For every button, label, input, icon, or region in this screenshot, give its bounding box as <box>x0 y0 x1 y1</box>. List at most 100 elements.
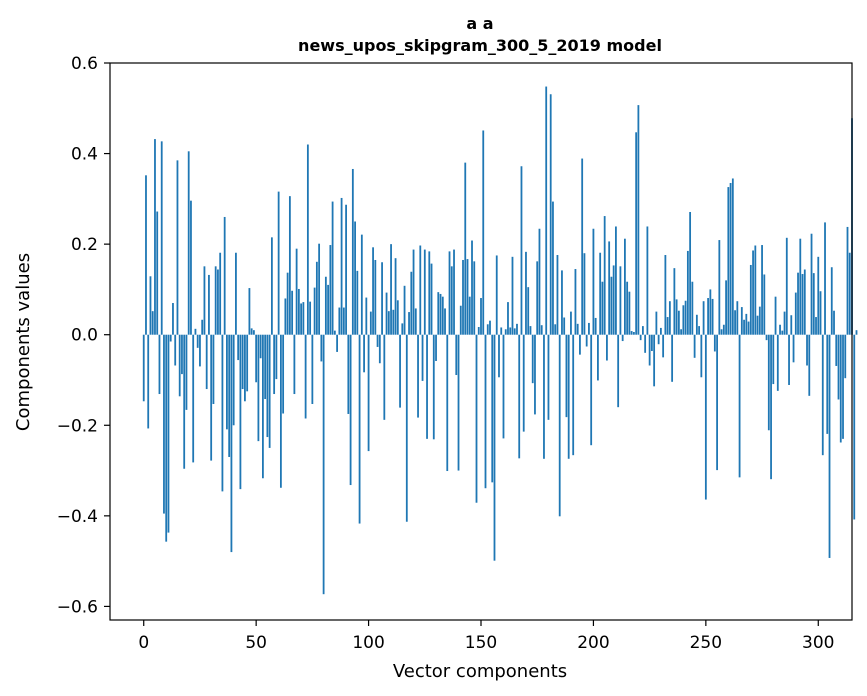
bar <box>453 249 455 335</box>
x-tick-label: 50 <box>245 633 267 653</box>
bar <box>223 216 226 335</box>
bar <box>154 139 156 335</box>
bar <box>273 334 276 395</box>
bar <box>385 292 388 335</box>
bar <box>277 191 280 335</box>
bar <box>590 334 593 446</box>
bar <box>682 305 685 335</box>
bar <box>358 334 361 524</box>
bar <box>446 334 449 472</box>
bar <box>432 334 435 440</box>
bar <box>745 313 748 335</box>
y-tick-label: −0.4 <box>57 507 98 527</box>
bar <box>637 105 640 335</box>
bar <box>163 334 165 514</box>
bar <box>545 86 548 335</box>
y-tick-label: 0.2 <box>71 235 98 255</box>
bar <box>421 334 424 381</box>
bar <box>657 334 660 345</box>
bar <box>752 250 754 335</box>
bar <box>500 327 503 335</box>
bar <box>194 328 197 335</box>
bar <box>217 269 219 335</box>
bar <box>203 266 206 335</box>
bar <box>635 132 638 335</box>
bar <box>214 266 217 335</box>
bar <box>167 334 170 533</box>
bar <box>839 334 842 443</box>
bar <box>435 334 437 361</box>
bar <box>309 301 312 335</box>
bar <box>785 237 788 335</box>
bar <box>363 334 365 373</box>
bar <box>704 334 707 500</box>
bar <box>781 330 784 335</box>
bar <box>381 262 383 335</box>
bar <box>799 238 802 335</box>
bar <box>392 309 395 335</box>
bar <box>767 334 770 431</box>
bar <box>830 267 833 335</box>
bar <box>462 259 464 335</box>
bar <box>738 334 741 478</box>
bar <box>756 315 759 335</box>
bar <box>648 334 651 366</box>
bar <box>253 330 255 335</box>
bar <box>439 293 442 335</box>
bar <box>677 310 680 335</box>
bar <box>320 334 323 362</box>
bar <box>747 321 750 335</box>
bar <box>520 166 523 335</box>
bar <box>324 276 327 335</box>
bar <box>484 334 487 489</box>
bar <box>399 334 401 408</box>
bar <box>815 317 817 335</box>
bar <box>821 334 824 456</box>
bar <box>473 261 476 335</box>
bar <box>776 334 779 391</box>
bar <box>709 289 712 335</box>
bar <box>340 197 343 335</box>
bar <box>311 334 314 404</box>
bar <box>342 307 345 335</box>
bar <box>540 325 543 335</box>
bar <box>347 334 350 414</box>
bar <box>655 311 658 335</box>
bar <box>713 334 716 352</box>
bar <box>689 211 692 335</box>
bar <box>428 251 431 335</box>
bar <box>581 158 584 335</box>
bar <box>437 292 440 335</box>
bar <box>181 334 183 375</box>
bar <box>423 249 426 335</box>
bar <box>255 334 258 383</box>
bar <box>531 334 534 384</box>
bar <box>633 331 635 335</box>
bar <box>826 334 829 434</box>
bar <box>329 245 332 335</box>
x-axis-label: Vector components <box>393 661 567 682</box>
bar <box>221 334 224 492</box>
bar <box>740 307 743 335</box>
bar <box>174 334 177 366</box>
bar <box>763 274 766 335</box>
bar <box>147 334 150 429</box>
bar <box>226 334 228 430</box>
bar <box>291 290 294 335</box>
bar <box>262 334 264 479</box>
bar <box>855 330 858 335</box>
bar <box>345 204 347 335</box>
bar <box>729 183 732 335</box>
bar <box>675 299 678 335</box>
bar <box>502 334 505 439</box>
bar <box>318 243 321 335</box>
bar <box>808 334 811 396</box>
bar <box>351 168 354 335</box>
bar <box>356 270 359 335</box>
bar <box>783 311 786 335</box>
bar <box>810 233 813 335</box>
bar <box>266 334 269 438</box>
bar <box>489 320 491 335</box>
bar <box>561 270 563 335</box>
